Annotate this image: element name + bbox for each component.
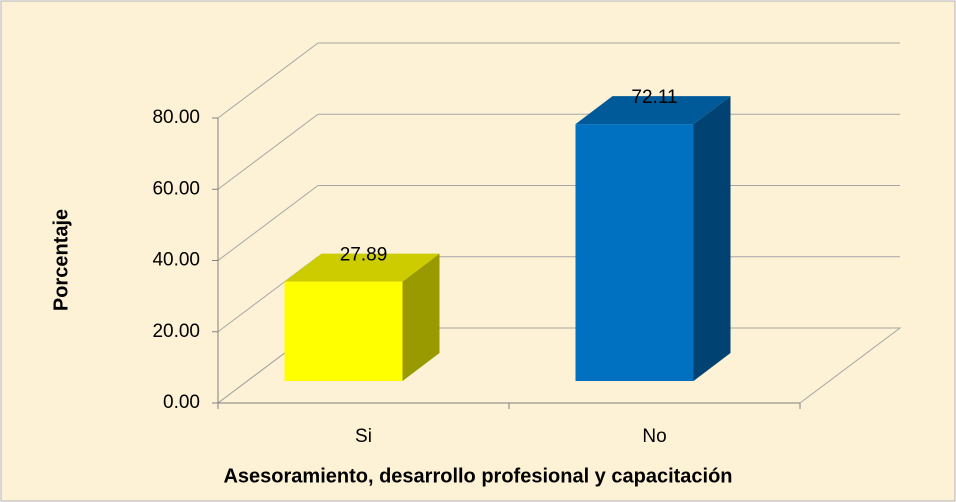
bar: [284, 281, 403, 381]
bar-top: [284, 253, 440, 282]
data-label: 72.11: [631, 87, 677, 108]
bar-top: [575, 96, 731, 125]
grid-line: [217, 42, 900, 119]
x-axis-label: Asesoramiento, desarrollo profesional y …: [223, 465, 732, 487]
x-tick-label: Si: [355, 426, 372, 447]
y-tick-label: 20.00: [152, 321, 200, 342]
bar-side: [402, 253, 440, 381]
y-tick-label: 40.00: [152, 250, 200, 271]
y-tick-label: 0.00: [163, 392, 200, 413]
data-label: 27.89: [340, 245, 388, 266]
y-tick-label: 60.00: [152, 178, 200, 199]
bar: [575, 124, 694, 381]
y-tick-label: 80.00: [152, 107, 200, 128]
bar-side: [693, 96, 731, 381]
x-tick-label: No: [642, 426, 666, 447]
y-axis-label: Porcentaje: [50, 209, 72, 311]
